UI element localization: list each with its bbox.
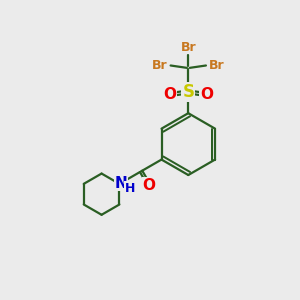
Text: H: H [125,182,135,195]
Text: N: N [114,176,127,190]
Text: Br: Br [209,59,225,72]
Text: O: O [164,87,176,102]
Text: Br: Br [152,59,167,72]
Text: O: O [143,178,156,193]
Text: Br: Br [181,41,196,54]
Text: O: O [200,87,213,102]
Text: S: S [182,83,194,101]
